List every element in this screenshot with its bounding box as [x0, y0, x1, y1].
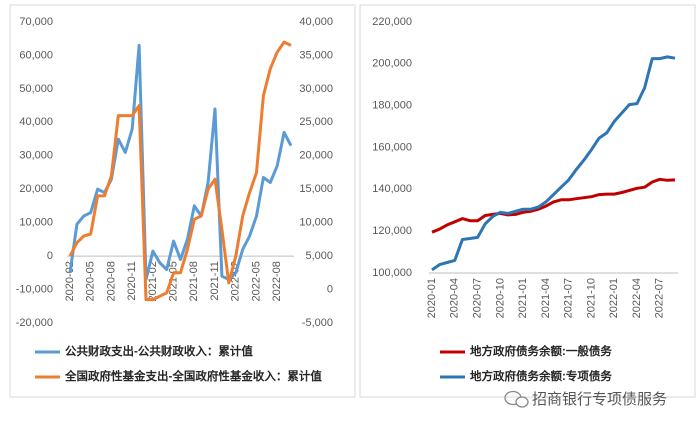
- y-tick-label: 50,000: [19, 83, 53, 95]
- y-tick-label: 100,000: [372, 267, 412, 279]
- y-tick-label: 0: [47, 250, 53, 262]
- x-tick-label: 2021-10: [585, 278, 597, 318]
- y-tick-label: -10,000: [16, 283, 53, 295]
- x-tick-label: 2020-01: [426, 278, 438, 318]
- y2-tick-label: 20,000: [299, 150, 333, 162]
- series-line: [431, 177, 676, 234]
- y2-tick-label: 10,000: [299, 217, 333, 229]
- x-tick-label: 2021-02: [147, 261, 159, 301]
- x-tick-label: 2022-08: [271, 261, 283, 301]
- left-panel: [9, 4, 356, 398]
- y-tick-label: 200,000: [372, 58, 412, 70]
- x-tick-label: 2022-04: [631, 278, 643, 318]
- right-panel: [359, 4, 696, 398]
- x-tick-label: 2021-07: [563, 278, 575, 318]
- y2-tick-label: -5,000: [302, 317, 333, 329]
- y-tick-label: 30,000: [19, 150, 53, 162]
- x-tick-label: 2021-04: [540, 278, 552, 318]
- y-tick-label: 160,000: [372, 141, 412, 153]
- y2-tick-label: 25,000: [299, 116, 333, 128]
- series-line: [68, 40, 292, 302]
- y2-tick-label: 5,000: [305, 250, 333, 262]
- x-tick-label: 2022-01: [608, 278, 620, 318]
- legend-label: 地方政府债务余额:一般债务: [470, 344, 612, 358]
- y-tick-label: 120,000: [372, 225, 412, 237]
- x-tick-label: 2021-11: [209, 261, 221, 301]
- x-tick-label: 2021-08: [188, 261, 200, 301]
- y-tick-label: 180,000: [372, 100, 412, 112]
- y2-tick-label: 35,000: [299, 49, 333, 61]
- y2-tick-label: 40,000: [299, 16, 333, 28]
- y-tick-label: 40,000: [19, 116, 53, 128]
- y-tick-label: 140,000: [372, 183, 412, 195]
- x-tick-label: 2020-05: [85, 261, 97, 301]
- x-tick-label: 2020-08: [105, 261, 117, 301]
- legend-label: 公共财政支出-公共财政收入：累计值: [65, 344, 253, 358]
- x-tick-label: 2020-07: [471, 278, 483, 318]
- y2-tick-label: 15,000: [299, 183, 333, 195]
- legend-label: 全国政府性基金支出-全国政府性基金收入：累计值: [64, 369, 322, 383]
- x-tick-label: 2021-01: [517, 278, 529, 318]
- y2-tick-label: 0: [327, 283, 333, 295]
- x-tick-label: 2022-05: [250, 261, 262, 301]
- x-tick-label: 2020-02: [64, 261, 76, 301]
- x-tick-label: 2020-11: [126, 261, 138, 301]
- y-tick-label: 60,000: [19, 49, 53, 61]
- legend-label: 地方政府债务余额:专项债务: [470, 369, 612, 383]
- watermark: 招商银行专项债服务: [532, 391, 667, 408]
- y-tick-label: -20,000: [16, 317, 53, 329]
- y-tick-label: 20,000: [19, 183, 53, 195]
- watermark-icon: [504, 390, 529, 408]
- x-tick-label: 2020-10: [494, 278, 506, 318]
- series-line: [431, 55, 676, 272]
- y-tick-label: 70,000: [19, 16, 53, 28]
- y-tick-label: 10,000: [19, 217, 53, 229]
- x-tick-label: 2020-04: [449, 278, 461, 318]
- y-tick-label: 220,000: [372, 16, 412, 28]
- x-tick-label: 2021-05: [168, 261, 180, 301]
- y2-tick-label: 30,000: [299, 83, 333, 95]
- x-tick-label: 2022-07: [654, 278, 666, 318]
